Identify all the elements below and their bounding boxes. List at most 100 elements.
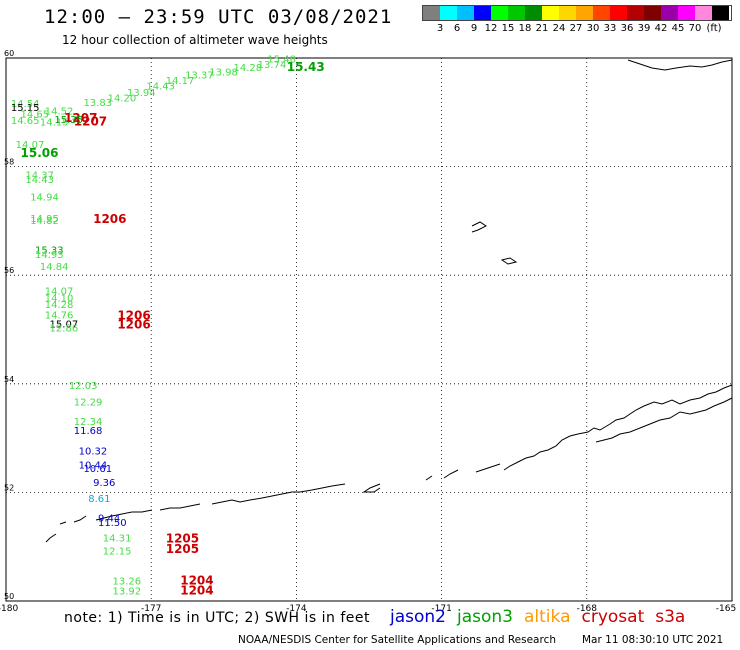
wave-height-label: 14.07 [45, 287, 74, 298]
legend-swatch [610, 6, 627, 20]
wave-height-label: 12.03 [69, 381, 98, 392]
wave-height-label: 11.50 [98, 518, 127, 529]
wave-height-label: 15.06 [21, 146, 59, 160]
legend-swatch [525, 6, 542, 20]
wave-height-label: 15.07 [50, 319, 79, 330]
wave-height-label: 15.15 [11, 103, 40, 114]
coastline-segment [443, 469, 459, 479]
wave-height-label: 1206 [117, 317, 150, 331]
wave-height-label: 1206 [93, 212, 126, 226]
satellite-name: jason3 [457, 607, 513, 627]
wave-height-label: 14.76 [45, 311, 74, 322]
legend-swatch [559, 6, 576, 20]
coastline-segment [59, 521, 67, 525]
lon-tick-label: -165 [716, 604, 736, 614]
legend-swatch [627, 6, 644, 20]
legend-swatch [474, 6, 491, 20]
wave-height-label: 15.48 [267, 54, 296, 65]
wave-height-label: 8.61 [88, 494, 110, 505]
wave-height-label: 12.34 [74, 417, 103, 428]
wave-height-label: 1206 [117, 309, 150, 323]
credit-line: NOAA/NESDIS Center for Satellite Applica… [238, 634, 556, 646]
legend-label: 39 [637, 23, 651, 34]
lat-tick-label: 60 [4, 49, 14, 58]
legend-label: 18 [518, 23, 532, 34]
wave-height-label: 14.20 [108, 93, 137, 104]
legend-label: 30 [586, 23, 600, 34]
coastline-segment [362, 483, 381, 493]
legend-swatch [542, 6, 559, 20]
wave-height-label: 12.86 [50, 324, 79, 335]
wave-height-label: 10.32 [79, 446, 108, 457]
wave-height-label: 13.94 [127, 88, 156, 99]
coastline-segment [627, 59, 733, 71]
wave-height-label: 12.15 [103, 546, 132, 557]
lat-tick-label: 56 [4, 266, 14, 275]
legend-label: 12 [484, 23, 498, 34]
coastline-segment [471, 221, 487, 233]
coastline-segment [425, 475, 433, 481]
wave-height-label: 1205 [166, 531, 199, 545]
legend-swatch [661, 6, 678, 20]
lat-tick-label: 50 [4, 592, 14, 601]
coastline-segment [95, 509, 153, 521]
legend-label: 36 [620, 23, 634, 34]
coastline-segment [211, 483, 346, 505]
lon-tick-label: -168 [577, 604, 598, 614]
wave-height-color-legend: 3 6 9 12 15 18 21 24 27 30 33 36 39 42 45 70 (ft) [422, 5, 732, 35]
wave-height-label: 14.17 [166, 76, 195, 87]
map-frame [5, 57, 733, 602]
wave-height-label: 1204 [180, 574, 213, 588]
legend-swatch [508, 6, 525, 20]
wave-height-label: 15.35 [54, 115, 83, 126]
legend-swatch [423, 6, 440, 20]
wave-height-label: 15.43 [287, 60, 325, 74]
lon-tick-label: -180 [0, 604, 18, 614]
wave-height-label: 14.65 [21, 110, 50, 121]
satellite-legend: jason2 jason3 altika cryosat s3a [390, 607, 696, 627]
wave-height-label: 14.43 [25, 175, 54, 186]
coastline-segment [45, 533, 57, 543]
wave-height-label: 13.92 [112, 586, 141, 597]
wave-height-label: 14.43 [146, 81, 175, 92]
wave-height-label: 14.07 [16, 140, 45, 151]
wave-height-label: 13.83 [83, 98, 112, 109]
legend-label: 33 [603, 23, 617, 34]
legend-swatch [644, 6, 661, 20]
legend-swatch [593, 6, 610, 20]
wave-height-label: 14.37 [25, 171, 54, 182]
legend-swatch [712, 6, 729, 20]
wave-height-label: 1204 [180, 583, 213, 597]
wave-height-label: 14.93 [35, 250, 64, 261]
legend-swatch [491, 6, 508, 20]
coastline-segment [500, 257, 518, 265]
wave-height-label: 14.15 [40, 117, 69, 128]
wave-height-label: 14.82 [30, 216, 59, 227]
page-title: 12:00 – 23:59 UTC 03/08/2021 [44, 6, 393, 28]
axis-tick-labels: -180 -177 -174 -171 -168 -165 60 58 56 54 52 50 [0, 49, 736, 614]
satellite-name: cryosat [581, 607, 645, 627]
wave-height-label: 1207 [74, 114, 107, 128]
legend-label: 15 [501, 23, 515, 34]
wave-height-label: 14.28 [45, 300, 74, 311]
coastline-segment [159, 503, 201, 511]
legend-label: 24 [552, 23, 566, 34]
wave-height-label: 14.52 [45, 106, 74, 117]
legend-swatch [440, 6, 457, 20]
page-subtitle: 12 hour collection of altimeter wave hei… [62, 33, 328, 47]
coastline-segment [503, 384, 733, 471]
lon-tick-label: -171 [431, 604, 451, 614]
wave-height-label: 12.29 [74, 398, 103, 409]
lon-tick-label: -177 [141, 604, 161, 614]
legend-label: 27 [569, 23, 583, 34]
lat-tick-label: 54 [4, 375, 14, 384]
wave-height-label: 14.28 [233, 63, 262, 74]
lat-tick-label: 52 [4, 483, 14, 492]
legend-swatch [678, 6, 695, 20]
wave-height-label: 15.33 [35, 245, 64, 256]
wave-height-label: 13.37 [185, 71, 214, 82]
observation-labels: 15.4815.4313.7414.2813.9813.3714.1714.43… [11, 54, 325, 597]
legend-label: 3 [436, 23, 444, 34]
legend-label: 6 [453, 23, 461, 34]
